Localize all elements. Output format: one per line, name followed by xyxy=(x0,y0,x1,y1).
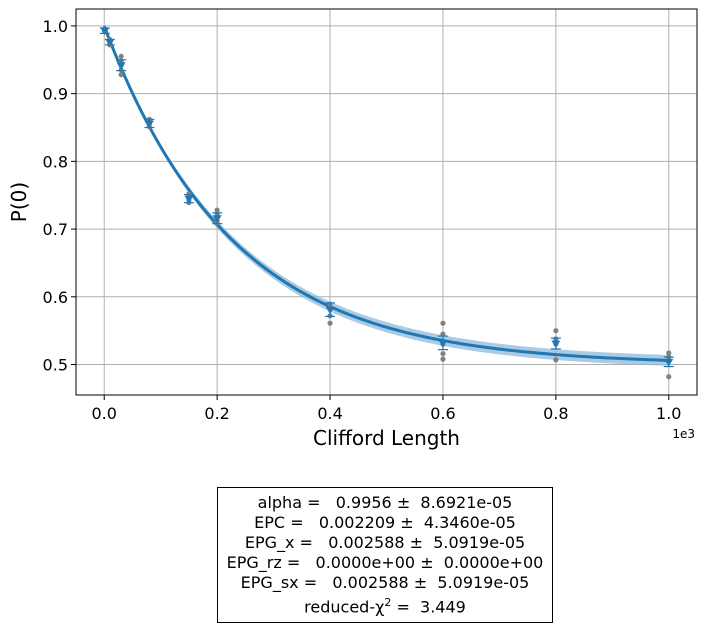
raw-data-point xyxy=(666,374,672,380)
x-tick-label: 0.8 xyxy=(543,404,568,423)
stat-alpha: alpha = 0.9956 ± 8.6921e-05 xyxy=(257,492,513,512)
stat-epg-rz: EPG_rz = 0.0000e+00 ± 0.0000e+00 xyxy=(226,552,544,572)
raw-data-point xyxy=(118,53,124,60)
rb-decay-chart: 0.0 0.2 0.4 0.6 0.8 1.0 0.5 0.6 0.7 0.8 0.9 1.0 Cl… xyxy=(7,8,698,450)
mean-data-point xyxy=(100,27,110,36)
raw-data-point xyxy=(440,320,446,326)
chi-value: = 3.449 xyxy=(391,597,466,617)
stat-epc: EPC = 0.002209 ± 4.3460e-05 xyxy=(254,512,516,532)
x-tick-label: 1.0 xyxy=(656,404,681,423)
y-tick-label: 0.6 xyxy=(43,288,68,307)
stat-epg-x: EPG_x = 0.002588 ± 5.0919e-05 xyxy=(244,532,526,552)
raw-data-point xyxy=(118,72,124,78)
y-tick-label: 0.5 xyxy=(43,356,68,375)
mean-data-points xyxy=(99,27,674,368)
x-axis-offset-label: 1e3 xyxy=(672,427,695,441)
x-tick-label: 0.4 xyxy=(317,404,342,423)
raw-data-point xyxy=(553,357,559,363)
raw-data-point xyxy=(666,350,672,356)
mean-data-point xyxy=(105,39,115,47)
raw-data-point xyxy=(440,356,446,362)
x-axis-label: Clifford Length xyxy=(313,426,460,450)
mean-data-point xyxy=(664,358,674,367)
raw-data-point xyxy=(327,320,333,326)
raw-data-point xyxy=(553,328,559,334)
plot-area-frame xyxy=(75,8,698,396)
y-tick-label: 1.0 xyxy=(43,17,68,36)
grid xyxy=(76,9,697,395)
mean-data-point xyxy=(551,340,561,349)
x-tick-label: 0.2 xyxy=(204,404,229,423)
mean-data-point xyxy=(212,215,222,223)
chi-exponent: 2 xyxy=(384,595,392,609)
y-axis-label: P(0) xyxy=(7,182,31,222)
x-axis-ticks: 0.0 0.2 0.4 0.6 0.8 1.0 xyxy=(92,395,681,423)
stat-reduced-chi2: reduced-χ2 = 3.449 xyxy=(304,593,466,617)
raw-data-point xyxy=(214,207,220,213)
x-tick-label: 0.0 xyxy=(92,404,117,423)
y-axis-ticks: 0.5 0.6 0.7 0.8 0.9 1.0 xyxy=(43,17,76,375)
stat-epg-sx: EPG_sx = 0.002588 ± 5.0919e-05 xyxy=(240,572,530,592)
y-tick-label: 0.7 xyxy=(43,220,68,239)
mean-data-point xyxy=(116,62,126,70)
fit-statistics-box: alpha = 0.9956 ± 8.6921e-05 EPC = 0.0022… xyxy=(217,487,553,623)
mean-data-point xyxy=(438,339,448,348)
mean-data-point xyxy=(184,195,194,204)
fit-curve xyxy=(102,25,669,362)
mean-data-point xyxy=(325,306,335,315)
x-tick-label: 0.6 xyxy=(430,404,455,423)
y-tick-label: 0.8 xyxy=(43,152,68,171)
chi-label: reduced-χ xyxy=(304,597,385,617)
raw-data-point xyxy=(440,351,446,357)
mean-data-point xyxy=(144,120,154,128)
y-tick-label: 0.9 xyxy=(43,85,68,104)
raw-data-point xyxy=(440,331,446,337)
